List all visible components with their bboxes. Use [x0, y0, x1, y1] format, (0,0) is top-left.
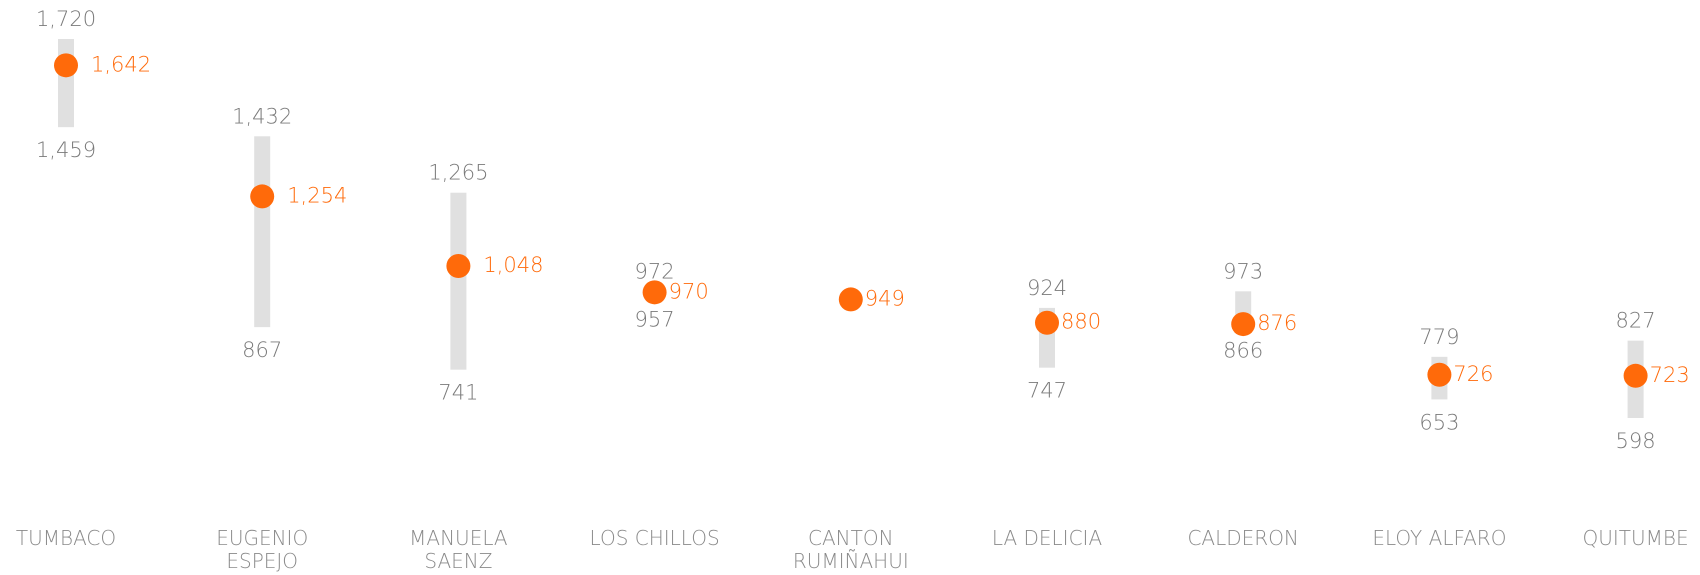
dot [1231, 312, 1256, 337]
category-label: LOS CHILLOS [590, 526, 720, 550]
low-label: 867 [242, 338, 282, 362]
low-label: 1,459 [36, 138, 96, 162]
value-label: 723 [1650, 363, 1690, 387]
value-label: 1,048 [483, 253, 543, 277]
low-label: 957 [635, 308, 675, 332]
category-line: CALDERON [1187, 526, 1298, 550]
high-label: 972 [635, 260, 675, 284]
high-label: 827 [1616, 309, 1656, 333]
dot [838, 287, 863, 312]
high-label: 1,265 [428, 161, 488, 185]
category-line: ESPEJO [226, 549, 298, 573]
category-line: MANUELA [409, 526, 508, 550]
category-line: CANTON [808, 526, 894, 550]
high-label: 1,432 [232, 104, 292, 128]
dot [642, 280, 667, 305]
dot [446, 253, 471, 278]
high-label: 1,720 [36, 7, 96, 31]
value-label: 726 [1453, 362, 1493, 386]
value-label: 1,254 [287, 183, 347, 207]
category-line: LA DELICIA [992, 526, 1103, 550]
low-label: 653 [1419, 410, 1459, 434]
dot [1623, 363, 1648, 388]
high-label: 973 [1223, 259, 1263, 283]
low-label: 866 [1223, 338, 1263, 362]
high-label: 779 [1419, 325, 1459, 349]
range-bar [450, 192, 467, 370]
category-line: LOS CHILLOS [590, 526, 720, 550]
value-label: 876 [1257, 311, 1297, 335]
dot [1427, 362, 1452, 387]
low-label: 747 [1027, 379, 1067, 403]
range-bar [58, 39, 74, 128]
category-label: EUGENIO ESPEJO [216, 526, 308, 573]
category-line: EUGENIO [216, 526, 308, 550]
dot [1035, 310, 1059, 335]
category-label: CALDERON [1187, 526, 1298, 550]
value-label: 880 [1061, 310, 1101, 334]
dot [54, 53, 78, 78]
category-line: ELOY ALFARO [1372, 526, 1506, 550]
category-line: QUITUMBE [1583, 526, 1689, 550]
value-label: 970 [669, 279, 709, 303]
category-line: RUMIÑAHUI [793, 549, 909, 573]
category-label: CANTON RUMIÑAHUI [793, 526, 909, 573]
category-label: TUMBACO [16, 526, 116, 550]
low-label: 598 [1616, 429, 1656, 453]
category-label: LA DELICIA [992, 526, 1103, 550]
category-line: SAENZ [424, 549, 492, 573]
value-label: 949 [865, 286, 905, 310]
high-label: 924 [1027, 276, 1067, 300]
low-label: 741 [438, 381, 478, 405]
category-line: TUMBACO [16, 526, 116, 550]
value-label: 1,642 [91, 52, 151, 76]
category-label: QUITUMBE [1583, 526, 1689, 550]
category-label: ELOY ALFARO [1372, 526, 1506, 550]
range-bar [254, 136, 271, 328]
category-label: MANUELA SAENZ [409, 526, 508, 573]
dot [250, 184, 275, 209]
